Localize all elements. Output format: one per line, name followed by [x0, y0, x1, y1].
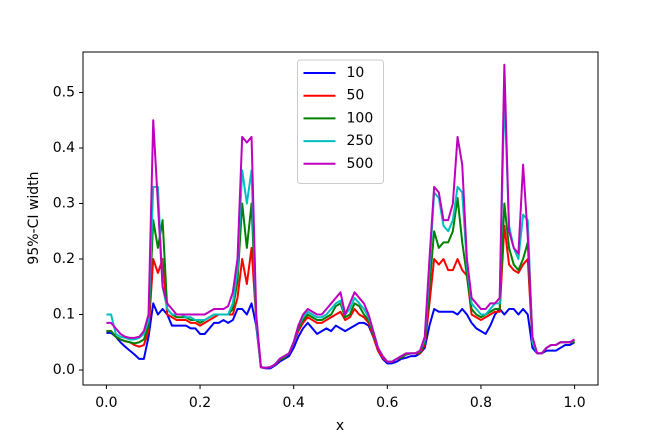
y-tick-label: 0.2 — [53, 251, 75, 267]
series-line — [106, 91, 576, 369]
series-line — [106, 63, 576, 369]
x-tick-label: 1.0 — [563, 395, 585, 411]
legend-label: 50 — [347, 88, 365, 104]
legend-box — [297, 59, 384, 184]
legend-label: 100 — [347, 110, 374, 126]
legend-label: 10 — [347, 65, 365, 81]
y-tick-label: 0.4 — [53, 140, 75, 156]
x-tick-label: 0.6 — [376, 395, 398, 411]
legend-label: 250 — [347, 133, 374, 149]
x-tick-label: 0.4 — [283, 395, 305, 411]
y-axis-label: 95%-CI width — [26, 171, 42, 264]
plot-frame — [82, 51, 599, 386]
y-tick-label: 0.3 — [53, 196, 75, 212]
x-tick-label: 0.0 — [95, 395, 117, 411]
series-line — [106, 224, 575, 369]
series-line — [106, 196, 575, 369]
x-tick-label: 0.2 — [189, 395, 211, 411]
x-axis-label: x — [336, 418, 344, 434]
x-tick-label: 0.8 — [470, 395, 492, 411]
y-tick-label: 0.1 — [53, 307, 75, 323]
y-tick-label: 0.5 — [53, 85, 75, 101]
legend-label: 500 — [347, 156, 374, 172]
y-tick-label: 0.0 — [53, 362, 75, 378]
